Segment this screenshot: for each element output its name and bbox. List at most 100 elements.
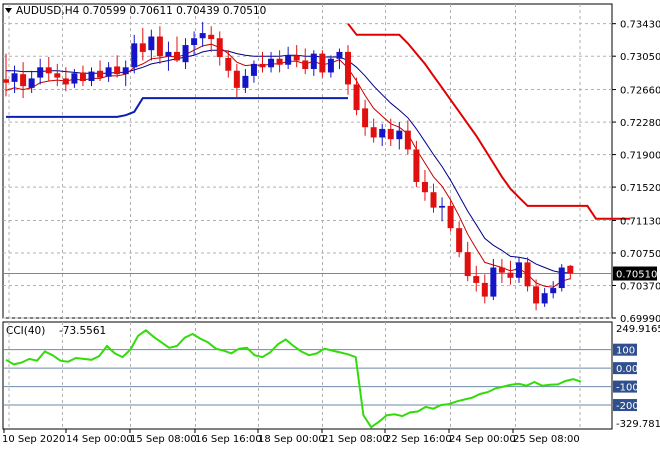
candle-body — [62, 78, 69, 85]
candle-body — [45, 67, 52, 74]
x-tick-label: 24 Sep 00:00 — [449, 434, 516, 445]
candle-body — [396, 130, 403, 140]
candle-body — [97, 70, 104, 78]
x-tick-label: 15 Sep 08:00 — [130, 434, 197, 445]
candle-body — [3, 79, 9, 83]
current-price-box — [613, 266, 657, 281]
cci-level-label: -100 — [616, 383, 639, 394]
candle-body — [490, 267, 497, 297]
candle-body — [439, 205, 446, 208]
candle-body — [362, 108, 369, 128]
candle-body — [293, 55, 300, 61]
candle-body — [456, 228, 463, 253]
candle-body — [464, 252, 471, 277]
candle-body — [122, 67, 129, 75]
envelope-line — [347, 23, 631, 220]
candle-body — [131, 43, 138, 68]
candle-body — [105, 67, 112, 77]
candle-body — [165, 51, 172, 57]
candle-body — [327, 58, 334, 73]
y-tick-label: 0.71900 — [620, 151, 660, 162]
candle-body — [447, 205, 454, 229]
candle-body — [114, 66, 121, 75]
candle-body — [353, 84, 360, 111]
candle-body — [473, 276, 480, 283]
price-plot — [3, 21, 631, 311]
candle-body — [28, 78, 35, 88]
candle-body — [79, 72, 86, 82]
candle-body — [379, 128, 386, 138]
candle-body — [182, 45, 189, 63]
candle-body — [259, 63, 266, 68]
candle-body — [345, 51, 351, 85]
candle-body — [71, 73, 78, 84]
candle-body — [268, 58, 275, 68]
x-tick-label: 10 Sep 2020 — [2, 434, 65, 445]
candle-body — [421, 181, 428, 193]
candle-body — [481, 282, 488, 297]
candle-body — [225, 57, 232, 71]
candle-body — [20, 74, 27, 87]
y-tick-label: 0.73430 — [620, 20, 660, 31]
symbol-dropdown-icon[interactable] — [5, 8, 12, 13]
candle-body — [310, 53, 317, 70]
y-tick-label: 0.72280 — [620, 118, 660, 129]
candle-body — [550, 288, 557, 294]
x-tick-label: 18 Sep 00:00 — [258, 434, 325, 445]
y-tick-label: 0.73050 — [620, 52, 660, 63]
y-tick-label: 0.71130 — [620, 216, 660, 227]
price-frame — [2, 3, 613, 319]
candle-body — [285, 55, 292, 65]
candle-body — [498, 267, 505, 273]
candle-body — [11, 73, 18, 82]
grid-layer — [2, 3, 613, 430]
candle-body — [567, 265, 574, 274]
candle-body — [88, 71, 95, 82]
candle-body — [242, 75, 249, 88]
x-tick-label: 22 Sep 16:00 — [385, 434, 452, 445]
candle-body — [516, 262, 522, 278]
cci-max-label: 249.9165 — [616, 324, 660, 335]
candle-body — [541, 293, 548, 304]
candle-body — [139, 43, 146, 52]
cci-level-label: 0.00 — [616, 364, 638, 375]
candle-body — [404, 130, 411, 150]
cci-frame — [2, 321, 613, 430]
cci-value-label: -73.5561 — [59, 325, 106, 337]
x-tick-label: 25 Sep 08:00 — [513, 434, 580, 445]
candle-body — [233, 70, 240, 88]
cci-level-label: 100 — [616, 346, 635, 357]
candle-body — [430, 192, 437, 208]
cci-min-label: -329.7812 — [616, 419, 660, 430]
candle-body — [370, 127, 377, 138]
candle-body — [336, 51, 343, 59]
x-tick-label: 16 Sep 16:00 — [195, 434, 262, 445]
cci-plot — [3, 329, 612, 429]
y-tick-label: 0.70370 — [620, 281, 660, 292]
cci-level-label: -200 — [616, 401, 639, 412]
symbol-info-line: AUDUSD,H4 0.70599 0.70611 0.70439 0.7051… — [16, 5, 266, 17]
candle-body — [199, 33, 206, 39]
candle-body — [148, 36, 155, 51]
candle-body — [37, 67, 44, 78]
candle-body — [413, 149, 420, 182]
x-tick-label: 21 Sep 08:00 — [322, 434, 389, 445]
candle-body — [208, 34, 215, 40]
candle-body — [250, 63, 257, 76]
candle-body — [558, 267, 565, 289]
candle-body — [191, 38, 198, 46]
candle-body — [319, 53, 326, 73]
candle-body — [276, 58, 283, 65]
y-tick-label: 0.70750 — [620, 249, 660, 260]
y-tick-label: 0.71520 — [620, 183, 660, 194]
candle-body — [156, 36, 163, 57]
current-price-label: 0.70510 — [616, 270, 657, 281]
cci-name-label: CCI(40) — [6, 325, 45, 337]
x-tick-label: 14 Sep 00:00 — [66, 434, 133, 445]
y-tick-label: 0.69990 — [620, 314, 660, 325]
cci-line — [5, 329, 582, 429]
candle-body — [387, 128, 394, 140]
